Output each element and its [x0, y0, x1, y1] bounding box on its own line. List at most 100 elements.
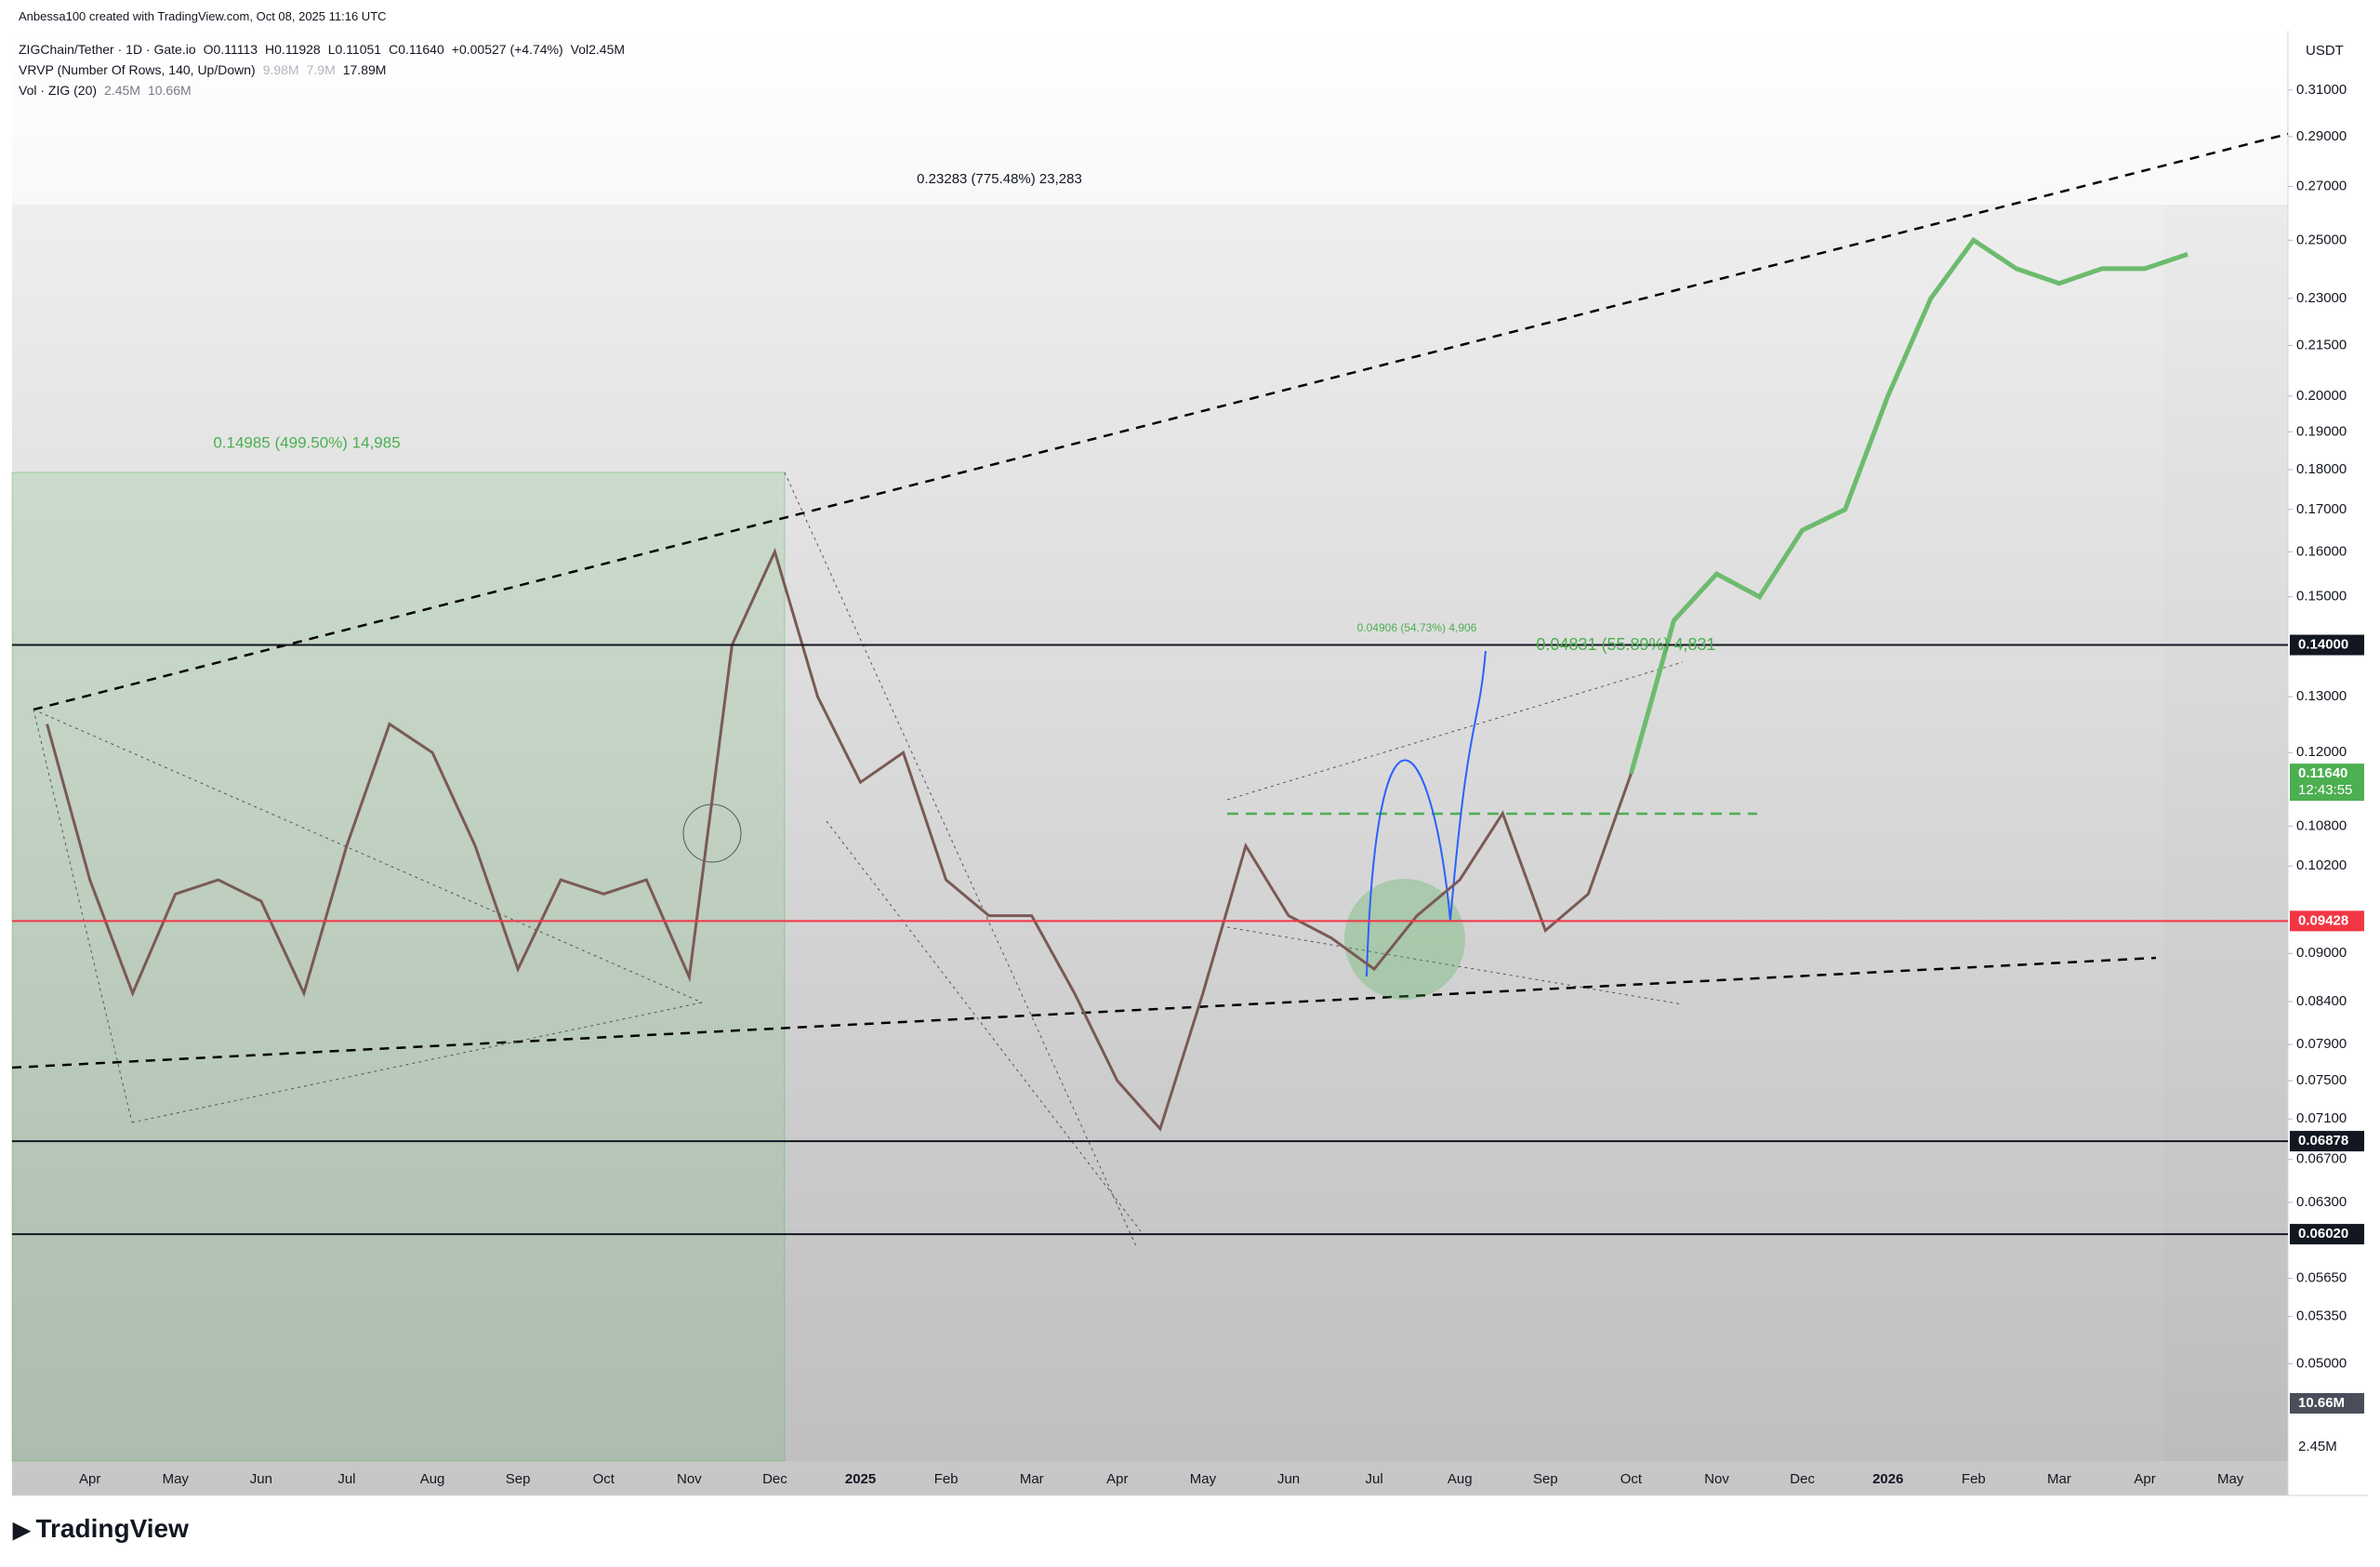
y-tick-label: 0.25000: [2296, 232, 2347, 247]
annotation: 0.23283 (775.48%) 23,283: [917, 171, 1082, 187]
y-tick-label: 0.21500: [2296, 337, 2347, 352]
y-tick-label: 0.05350: [2296, 1308, 2347, 1324]
y-tick-label: 0.17000: [2296, 501, 2347, 517]
currency: USDT: [2306, 43, 2344, 59]
y-tick-label: 0.23000: [2296, 290, 2347, 306]
volume-tag-label: 2.45M: [2298, 1439, 2337, 1454]
price-tag-countdown: 12:43:55: [2298, 782, 2352, 798]
legend-item: 9.98M: [262, 62, 299, 77]
future-shade: [2163, 205, 2288, 1461]
x-tick-label: Mar: [1020, 1471, 1044, 1487]
x-tick-label: Dec: [762, 1471, 787, 1487]
y-tick-label: 0.29000: [2296, 128, 2347, 144]
x-tick-label: May: [163, 1471, 190, 1487]
logo: ▶: [13, 1518, 31, 1543]
legend-row: VRVP (Number Of Rows, 140, Up/Down) 9.98M…: [19, 62, 393, 77]
x-tick-label: Sep: [1533, 1471, 1558, 1487]
price-tag: [2290, 764, 2364, 802]
x-tick-label: May: [2217, 1471, 2244, 1487]
y-tick-label: 0.07100: [2296, 1110, 2347, 1126]
credit: Anbessa100 created with TradingView.com,…: [19, 9, 387, 23]
annotation: 0.14985 (499.50%) 14,985: [213, 433, 400, 451]
x-tick-label: Jun: [1277, 1471, 1300, 1487]
x-tick-label: Apr: [2134, 1471, 2155, 1487]
x-tick-label: Apr: [1106, 1471, 1128, 1487]
legend-row: Vol · ZIG (20) 2.45M 10.66M: [19, 83, 199, 98]
x-tick-label: 2026: [1872, 1471, 1903, 1487]
legend-item: 10.66M: [147, 83, 192, 98]
projection-line: [1628, 236, 2188, 775]
brand-text: TradingView: [35, 1514, 189, 1543]
volume-tag-label: 10.66M: [2298, 1395, 2345, 1411]
y-tick-label: 0.31000: [2296, 82, 2347, 98]
price-tag-label: 0.06020: [2298, 1226, 2348, 1242]
x-tick-label: Jul: [1366, 1471, 1383, 1487]
legend-item: Vol2.45M: [570, 42, 626, 57]
volume-tag: [2290, 1393, 2364, 1414]
legend-item: +0.00527 (+4.74%): [451, 42, 563, 57]
y-tick-label: 0.12000: [2296, 744, 2347, 760]
y-tick-label: 0.13000: [2296, 688, 2347, 704]
y-tick-label: 0.27000: [2296, 178, 2347, 193]
y-tick-label: 0.05000: [2296, 1355, 2347, 1371]
price-tag-label: 0.11640: [2298, 765, 2347, 781]
annotation: 0.04906 (54.73%) 4,906: [1357, 621, 1477, 634]
price-axis: [2288, 31, 2368, 1495]
price-tag: [2290, 1224, 2364, 1245]
x-tick-label: Aug: [420, 1471, 445, 1487]
x-tick-label: Nov: [677, 1471, 702, 1487]
price-tag-label: 0.09428: [2298, 912, 2348, 928]
legend-item: 17.89M: [342, 62, 387, 77]
legend-item: ZIGChain/Tether · 1D · Gate.io: [19, 42, 196, 57]
brand: ▶ TradingView: [13, 1514, 189, 1544]
x-tick-label: Jun: [250, 1471, 272, 1487]
price-tag: [2290, 1131, 2364, 1152]
x-tick-label: Dec: [1790, 1471, 1815, 1487]
y-tick-label: 0.07500: [2296, 1072, 2347, 1088]
price-tag: [2290, 910, 2364, 932]
legend-item: C0.11640: [389, 42, 444, 57]
legend-row: ZIGChain/Tether · 1D · Gate.io O0.11113 H0…: [19, 42, 632, 57]
legend-item: Vol · ZIG (20): [19, 83, 98, 98]
x-tick-label: Sep: [506, 1471, 531, 1487]
x-tick-label: Nov: [1704, 1471, 1729, 1487]
legend-item: 2.45M: [104, 83, 140, 98]
price-tag-label: 0.14000: [2298, 637, 2348, 653]
x-tick-label: Feb: [1962, 1471, 1986, 1487]
legend-item: 7.9M: [306, 62, 336, 77]
legend-item: VRVP (Number Of Rows, 140, Up/Down): [19, 62, 256, 77]
y-tick-label: 0.18000: [2296, 461, 2347, 477]
x-tick-label: May: [1190, 1471, 1217, 1487]
price-tag: [2290, 634, 2364, 656]
x-tick-label: 2025: [845, 1471, 876, 1487]
y-tick-label: 0.08400: [2296, 993, 2347, 1009]
x-tick-label: Mar: [2047, 1471, 2071, 1487]
y-tick-label: 0.06300: [2296, 1194, 2347, 1210]
legend-item: L0.11051: [327, 42, 382, 57]
x-tick-label: Jul: [337, 1471, 355, 1487]
x-tick-label: Oct: [1620, 1471, 1643, 1487]
y-tick-label: 0.19000: [2296, 423, 2347, 439]
x-tick-label: Oct: [593, 1471, 615, 1487]
y-tick-label: 0.10200: [2296, 857, 2347, 873]
y-tick-label: 0.07900: [2296, 1036, 2347, 1052]
measure-box-green: [11, 471, 786, 1462]
plot-background: [12, 31, 2288, 1495]
price-line: [46, 548, 1633, 1132]
measure-box: [12, 205, 2163, 1461]
y-tick-label: 0.20000: [2296, 388, 2347, 404]
price-tag-label: 0.06878: [2298, 1133, 2348, 1149]
annotation: 0.04831 (55.89%) 4,831: [1536, 635, 1715, 654]
x-tick-label: Aug: [1448, 1471, 1473, 1487]
legend-item: H0.11928: [265, 42, 321, 57]
y-tick-label: 0.15000: [2296, 589, 2347, 604]
legend-item: O0.11113: [203, 42, 258, 57]
y-tick-label: 0.05650: [2296, 1270, 2347, 1286]
y-tick-label: 0.10800: [2296, 817, 2347, 833]
x-tick-label: Feb: [934, 1471, 959, 1487]
x-tick-label: Apr: [79, 1471, 100, 1487]
y-tick-label: 0.16000: [2296, 543, 2347, 559]
y-tick-label: 0.06700: [2296, 1151, 2347, 1167]
